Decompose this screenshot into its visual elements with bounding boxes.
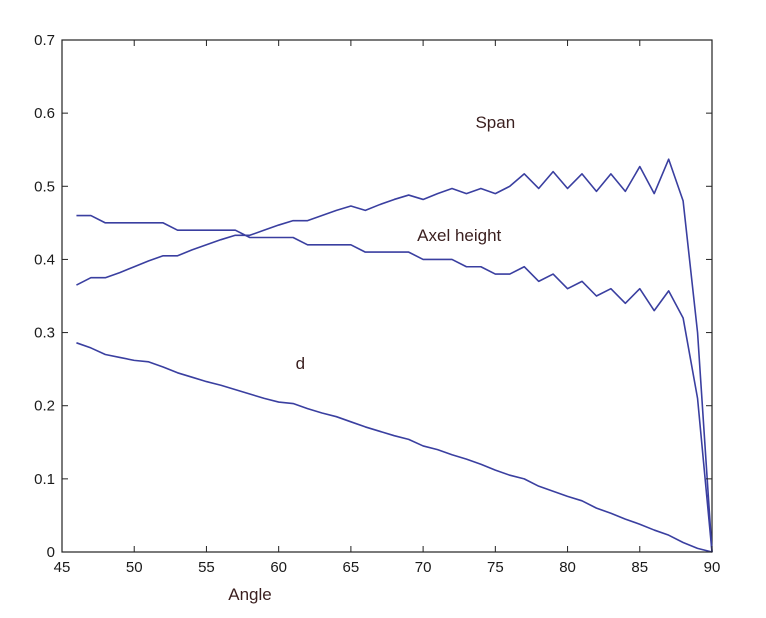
series-line-axel-height <box>76 214 713 553</box>
series-layer <box>76 158 713 553</box>
y-tick-label: 0.4 <box>34 251 55 268</box>
series-label-axel-height: Axel height <box>417 226 501 245</box>
x-axis-title: Angle <box>228 585 271 604</box>
series-label-d: d <box>296 354 305 373</box>
plot-box <box>61 39 713 553</box>
y-tick-label: 0.1 <box>34 471 55 488</box>
y-tick-label: 0.6 <box>34 105 55 122</box>
y-tick-label: 0.5 <box>34 178 55 195</box>
x-tick-label: 70 <box>415 559 432 576</box>
x-tick-label: 50 <box>126 559 143 576</box>
x-tick-label: 90 <box>704 559 721 576</box>
plot-area <box>61 39 713 553</box>
y-tick-label: 0.2 <box>34 398 55 415</box>
annotations: Span Axel height d <box>296 113 516 373</box>
y-tick-label: 0.3 <box>34 325 55 342</box>
x-tick-label: 45 <box>54 559 71 576</box>
x-tick-label: 55 <box>198 559 215 576</box>
x-tick-label: 85 <box>631 559 648 576</box>
x-tick-label: 75 <box>487 559 504 576</box>
x-tick-label: 60 <box>270 559 287 576</box>
y-tick-label: 0.7 <box>34 32 55 49</box>
x-tick-label: 65 <box>343 559 360 576</box>
series-label-span: Span <box>475 113 515 132</box>
x-tick-label: 80 <box>559 559 576 576</box>
series-line-d <box>76 342 713 553</box>
y-tick-label: 0 <box>47 544 55 561</box>
axes: 45 50 55 60 65 70 75 80 85 90 0 0.1 0.2 0.3 0.4 0.5 0.6 0… <box>34 32 720 604</box>
series-line-span <box>76 158 713 553</box>
